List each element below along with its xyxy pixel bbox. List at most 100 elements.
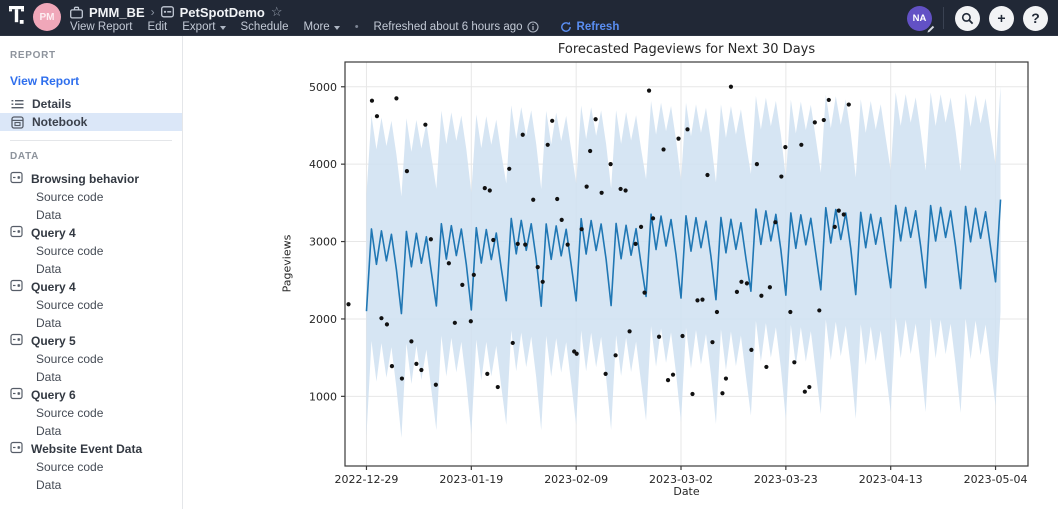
actual-point bbox=[783, 145, 788, 150]
data-item-source-code[interactable]: Source code bbox=[36, 190, 104, 204]
query-icon bbox=[10, 387, 23, 403]
data-item-data[interactable]: Data bbox=[36, 477, 62, 492]
y-tick-label: 1000 bbox=[309, 390, 337, 403]
actual-point bbox=[700, 297, 705, 302]
x-axis-label: Date bbox=[673, 485, 700, 498]
actual-point bbox=[485, 371, 490, 377]
top-bar: PM PMM_BE › PetSpotDemo ☆ View Report Ed… bbox=[0, 0, 1058, 36]
chevron-down-icon bbox=[219, 25, 226, 30]
query-icon bbox=[10, 279, 23, 295]
user-avatar[interactable]: NA bbox=[907, 5, 936, 33]
actual-point bbox=[540, 279, 545, 284]
actual-point bbox=[821, 117, 826, 123]
actual-point bbox=[779, 174, 784, 179]
actual-point bbox=[423, 122, 428, 127]
actual-point bbox=[832, 224, 837, 229]
menu-edit[interactable]: Edit bbox=[147, 21, 168, 33]
data-item-source-code[interactable]: Source code bbox=[36, 244, 104, 258]
sidebar: REPORT View Report Details Notebook DATA bbox=[0, 36, 183, 509]
refreshed-status: Refreshed about 6 hours ago bbox=[374, 21, 539, 33]
sidebar-item-details[interactable]: Details bbox=[0, 95, 182, 113]
sidebar-notebook-label: Notebook bbox=[32, 115, 88, 129]
help-button[interactable]: ? bbox=[1023, 5, 1048, 31]
actual-point bbox=[584, 184, 589, 189]
actual-point bbox=[515, 241, 520, 246]
y-tick-label: 2000 bbox=[309, 313, 337, 326]
workspace-avatar[interactable]: PM bbox=[33, 3, 61, 31]
actual-point bbox=[613, 353, 618, 358]
menu-dot-separator: • bbox=[354, 21, 359, 33]
menu-more[interactable]: More bbox=[303, 21, 340, 33]
actual-point bbox=[788, 309, 793, 315]
query-icon bbox=[10, 171, 23, 187]
sidebar-view-report-link[interactable]: View Report bbox=[10, 74, 80, 88]
query-icon bbox=[10, 333, 23, 349]
add-button[interactable]: + bbox=[989, 5, 1014, 31]
data-item[interactable]: Query 5 bbox=[0, 332, 182, 350]
actual-point bbox=[555, 196, 560, 202]
data-item-label: Query 6 bbox=[31, 388, 76, 402]
data-item-data[interactable]: Data bbox=[36, 369, 62, 384]
data-item-source-code[interactable]: Source code bbox=[36, 352, 104, 366]
sidebar-item-notebook[interactable]: Notebook bbox=[0, 113, 182, 131]
refreshed-text: Refreshed about 6 hours ago bbox=[373, 21, 523, 33]
actual-point bbox=[460, 282, 465, 287]
actual-point bbox=[468, 319, 473, 324]
actual-point bbox=[792, 360, 797, 365]
data-item-data[interactable]: Data bbox=[36, 315, 62, 330]
actual-point bbox=[646, 88, 652, 93]
data-item-data[interactable]: Data bbox=[36, 423, 62, 438]
query-icon bbox=[10, 225, 23, 241]
data-item[interactable]: Query 6 bbox=[0, 386, 182, 404]
data-item-source-code[interactable]: Source code bbox=[36, 460, 104, 474]
actual-point bbox=[633, 241, 638, 246]
data-item[interactable]: Browsing behavior bbox=[0, 170, 182, 188]
user-avatar-initials: NA bbox=[912, 12, 927, 24]
data-item-label: Query 5 bbox=[31, 334, 76, 348]
refresh-button[interactable]: Refresh bbox=[560, 21, 620, 33]
actual-point bbox=[705, 172, 710, 178]
favorite-star-icon[interactable]: ☆ bbox=[270, 4, 283, 19]
chart-title: Forecasted Pageviews for Next 30 Days bbox=[557, 42, 816, 57]
breadcrumb-report[interactable]: PetSpotDemo bbox=[179, 4, 265, 20]
search-button[interactable] bbox=[955, 5, 980, 31]
report-menu: View Report Edit Export Schedule More • … bbox=[70, 20, 619, 34]
info-icon[interactable] bbox=[526, 21, 539, 33]
actual-point bbox=[510, 340, 515, 346]
actual-point bbox=[487, 188, 492, 193]
actual-point bbox=[446, 261, 451, 266]
data-item[interactable]: Query 4 bbox=[0, 278, 182, 296]
x-tick-label: 2022-12-29 bbox=[334, 473, 398, 486]
actual-point bbox=[482, 186, 487, 191]
data-item[interactable]: Query 4 bbox=[0, 224, 182, 242]
actual-point bbox=[749, 347, 754, 353]
menu-view-report[interactable]: View Report bbox=[70, 21, 133, 33]
header-actions: NA + ? bbox=[907, 4, 1048, 33]
data-item-source-code[interactable]: Source code bbox=[36, 406, 104, 420]
mode-logo-icon[interactable] bbox=[9, 6, 25, 28]
actual-point bbox=[841, 212, 846, 217]
actual-point bbox=[593, 117, 598, 122]
breadcrumb-workspace[interactable]: PMM_BE bbox=[89, 4, 145, 20]
data-item-data[interactable]: Data bbox=[36, 207, 62, 222]
data-item-source-code[interactable]: Source code bbox=[36, 298, 104, 312]
actual-point bbox=[608, 162, 613, 167]
actual-point bbox=[826, 97, 831, 103]
actual-point bbox=[452, 320, 457, 325]
x-tick-label: 2023-03-23 bbox=[754, 473, 818, 486]
menu-export-label: Export bbox=[182, 21, 216, 33]
menu-more-label: More bbox=[303, 21, 330, 33]
notebook-canvas: Forecasted Pageviews for Next 30 Days Pa… bbox=[183, 36, 1058, 509]
actual-point bbox=[419, 367, 424, 373]
breadcrumb-separator: › bbox=[150, 5, 155, 19]
actual-point bbox=[623, 188, 628, 193]
actual-point bbox=[767, 285, 772, 290]
data-item-data[interactable]: Data bbox=[36, 261, 62, 276]
actual-point bbox=[379, 316, 384, 321]
menu-export[interactable]: Export bbox=[182, 21, 226, 33]
actual-point bbox=[603, 371, 608, 377]
menu-schedule[interactable]: Schedule bbox=[240, 21, 289, 33]
report-section-label: REPORT bbox=[10, 50, 56, 61]
refresh-label: Refresh bbox=[576, 21, 620, 33]
data-item[interactable]: Website Event Data bbox=[0, 440, 182, 458]
